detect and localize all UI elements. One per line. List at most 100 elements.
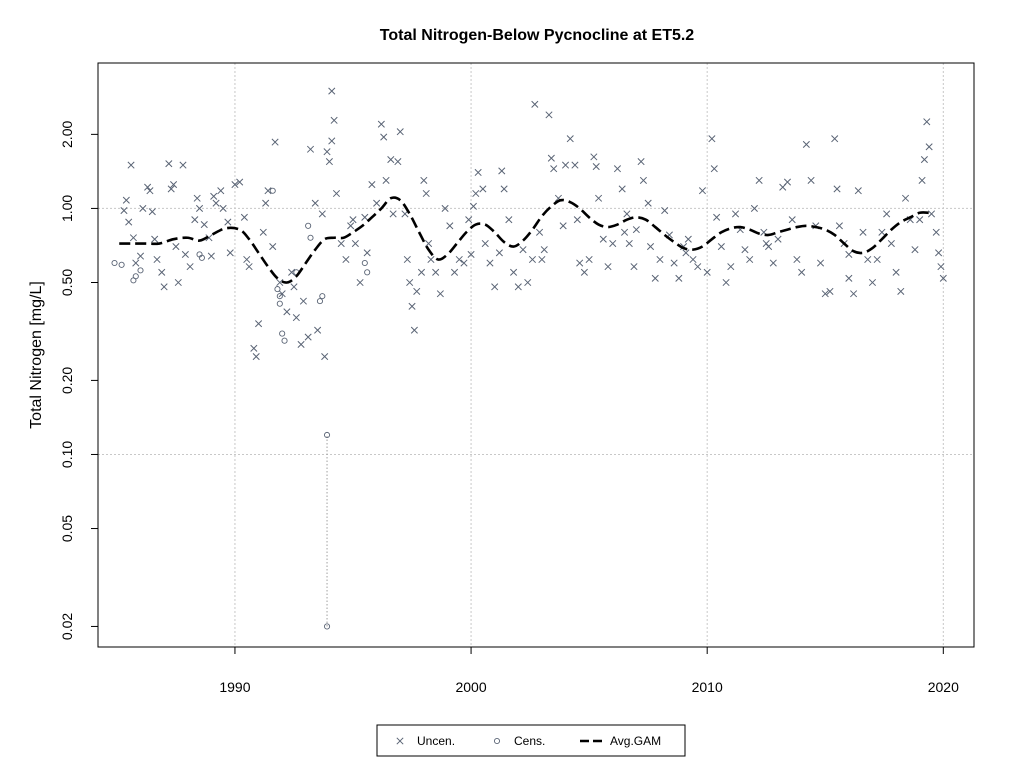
uncensored-point-56 bbox=[311, 199, 319, 207]
uncensored-point-51 bbox=[292, 314, 300, 322]
uncensored-point-110 bbox=[505, 216, 513, 224]
uncensored-point-183 bbox=[816, 259, 825, 267]
uncensored-point-8 bbox=[146, 187, 154, 195]
uncensored-point-27 bbox=[207, 252, 215, 260]
uncensored-point-215 bbox=[139, 204, 147, 212]
uncensored-point-48 bbox=[283, 308, 291, 316]
uncensored-point-54 bbox=[304, 333, 312, 341]
uncensored-point-161 bbox=[713, 213, 721, 221]
y-axis-label: Total Nitrogen [mg/L] bbox=[28, 281, 45, 429]
uncensored-point-44 bbox=[269, 242, 277, 251]
censored-point-10 bbox=[279, 330, 286, 337]
uncensored-point-1 bbox=[122, 196, 130, 204]
uncensored-point-14 bbox=[165, 160, 173, 168]
uncensored-point-204 bbox=[911, 246, 919, 254]
censored-point-15 bbox=[316, 298, 324, 305]
uncensored-point-115 bbox=[528, 255, 537, 264]
censored-point-18 bbox=[323, 623, 331, 630]
censored-point-7 bbox=[274, 286, 281, 293]
uncensored-point-130 bbox=[585, 255, 593, 264]
uncensored-point-50 bbox=[290, 283, 298, 291]
uncensored-point-170 bbox=[755, 176, 763, 184]
uncensored-point-206 bbox=[918, 176, 926, 184]
chart-title: Total Nitrogen-Below Pycnocline at ET5.2 bbox=[380, 27, 695, 44]
uncensored-point-114 bbox=[524, 278, 532, 287]
uncensored-point-108 bbox=[498, 167, 506, 175]
y-tick-label-4: 0.50 bbox=[59, 269, 75, 296]
uncensored-point-120 bbox=[547, 154, 555, 162]
uncensored-point-5 bbox=[132, 259, 140, 267]
uncensored-point-2 bbox=[125, 218, 133, 226]
uncensored-point-147 bbox=[651, 274, 659, 282]
uncensored-point-143 bbox=[637, 158, 645, 166]
uncensored-point-69 bbox=[351, 239, 359, 248]
uncensored-point-186 bbox=[831, 135, 839, 143]
uncensored-point-97 bbox=[455, 255, 463, 264]
uncensored-point-210 bbox=[927, 210, 936, 218]
y-tick-label-3: 0.20 bbox=[59, 367, 75, 394]
uncensored-point-13 bbox=[160, 283, 168, 291]
uncensored-point-141 bbox=[630, 263, 638, 271]
uncensored-point-159 bbox=[708, 135, 716, 143]
uncensored-point-43 bbox=[264, 187, 272, 195]
uncensored-point-24 bbox=[195, 204, 204, 212]
uncensored-point-57 bbox=[314, 326, 322, 334]
uncensored-point-212 bbox=[935, 249, 943, 257]
uncensored-point-17 bbox=[172, 242, 180, 251]
uncensored-point-83 bbox=[403, 255, 411, 264]
uncensored-point-169 bbox=[750, 204, 758, 212]
uncensored-point-15 bbox=[167, 185, 175, 193]
censored-point-20 bbox=[364, 269, 371, 276]
uncensored-point-112 bbox=[514, 283, 522, 291]
uncensored-point-157 bbox=[698, 187, 707, 195]
legend-uncen-label: Uncen. bbox=[417, 734, 455, 748]
uncensored-point-136 bbox=[609, 239, 617, 248]
uncensored-point-123 bbox=[559, 222, 567, 230]
uncensored-point-195 bbox=[868, 278, 877, 287]
uncensored-point-117 bbox=[535, 228, 544, 236]
uncensored-point-6 bbox=[136, 252, 145, 260]
uncensored-point-65 bbox=[332, 189, 341, 198]
uncensored-point-38 bbox=[250, 344, 258, 352]
uncensored-point-152 bbox=[675, 274, 683, 282]
uncensored-point-216 bbox=[210, 192, 218, 200]
uncensored-point-202 bbox=[901, 194, 910, 202]
censored-point-16 bbox=[319, 293, 326, 300]
uncensored-point-181 bbox=[807, 176, 815, 184]
uncensored-point-55 bbox=[306, 145, 315, 153]
uncensored-point-90 bbox=[425, 239, 433, 248]
uncensored-point-185 bbox=[826, 287, 834, 295]
uncensored-point-209 bbox=[925, 143, 933, 151]
uncensored-point-61 bbox=[325, 158, 333, 166]
uncensored-point-96 bbox=[450, 268, 459, 276]
uncensored-point-95 bbox=[446, 222, 454, 230]
uncensored-point-88 bbox=[417, 268, 426, 276]
uncensored-point-222 bbox=[682, 249, 690, 257]
uncensored-point-129 bbox=[580, 268, 588, 276]
uncensored-point-89 bbox=[420, 176, 428, 184]
censored-point-19 bbox=[361, 259, 368, 267]
uncensored-point-116 bbox=[531, 100, 539, 108]
gridlines bbox=[98, 63, 974, 647]
uncensored-point-188 bbox=[835, 222, 843, 230]
uncensored-point-29 bbox=[217, 187, 225, 195]
uncensored-point-72 bbox=[363, 249, 371, 257]
data-points bbox=[111, 87, 947, 630]
uncensored-point-37 bbox=[245, 263, 253, 271]
uncensored-point-47 bbox=[278, 290, 286, 298]
uncensored-point-77 bbox=[382, 176, 390, 184]
uncensored-point-220 bbox=[538, 255, 546, 264]
y-tick-label-2: 0.10 bbox=[59, 441, 75, 468]
uncensored-point-176 bbox=[783, 178, 792, 186]
uncensored-point-0 bbox=[120, 207, 128, 215]
uncensored-point-87 bbox=[413, 287, 421, 295]
uncensored-point-91 bbox=[427, 255, 435, 264]
censored-point-3 bbox=[132, 273, 139, 280]
uncensored-point-98 bbox=[460, 259, 468, 267]
uncensored-point-168 bbox=[746, 255, 754, 264]
uncensored-point-25 bbox=[200, 220, 208, 229]
uncensored-point-34 bbox=[236, 178, 244, 186]
uncensored-point-70 bbox=[356, 278, 364, 287]
uncensored-point-144 bbox=[639, 176, 647, 184]
